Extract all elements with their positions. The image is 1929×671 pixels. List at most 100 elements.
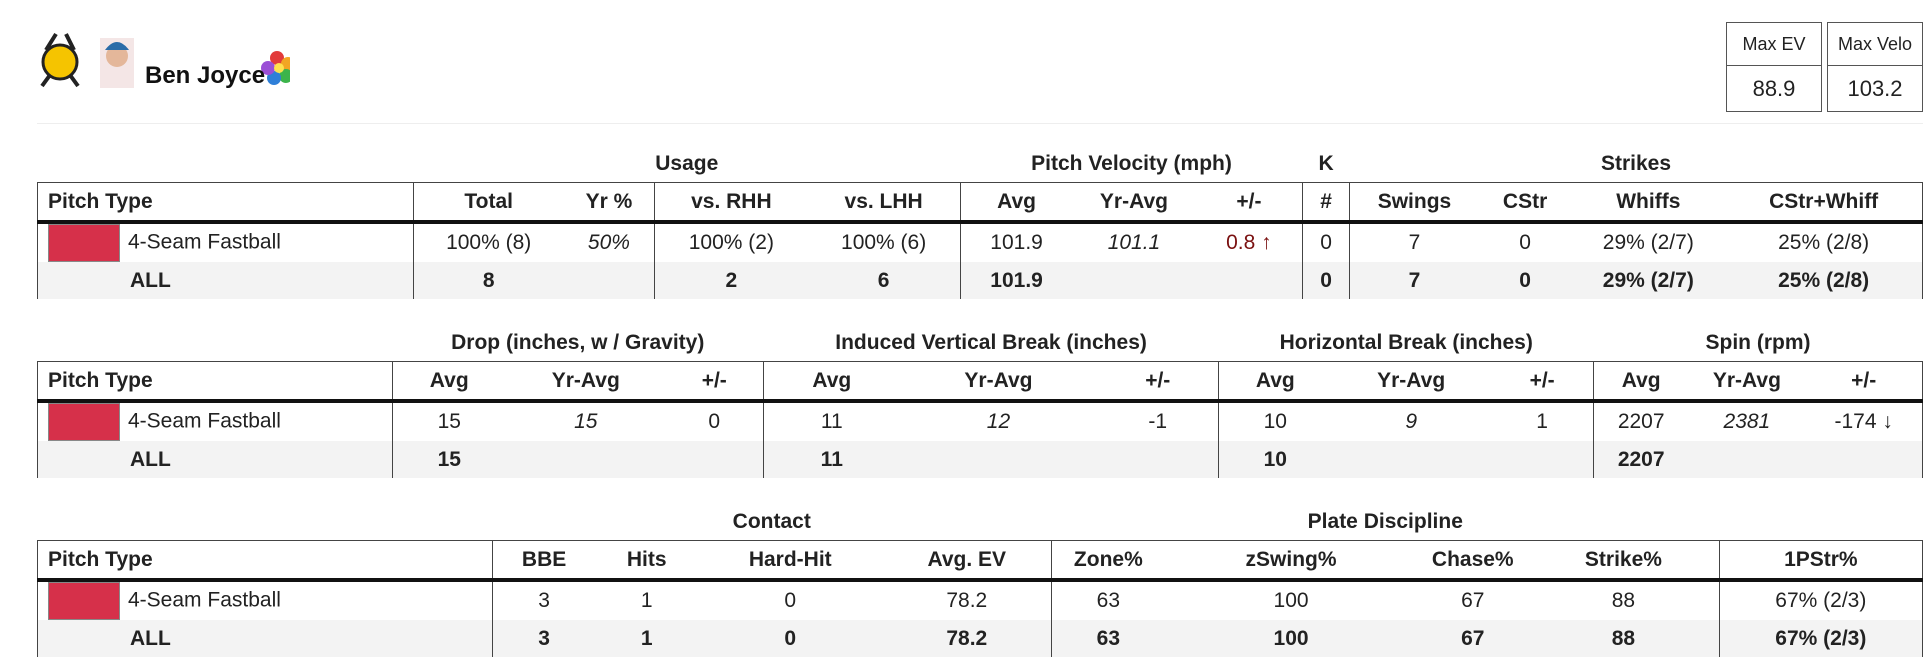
cell: 100% (6) [808,222,961,262]
column-header: Pitch Type [37,540,493,582]
cell: 15 [391,401,506,441]
cell-text: 101.9 [990,268,1043,292]
cell-text: 0 [1519,231,1531,254]
pitch-name: ALL [37,620,493,657]
stats-table: Contact Plate Discipline Pitch Type BBE Hits… [37,503,1924,657]
cell: 67 [1417,620,1529,657]
cell [1195,262,1303,299]
data-row: 4-Seam Fastball 100% (8) 50% 100% (2) 100% (… [37,222,1924,262]
cell [1805,441,1924,478]
cell: 7 [1349,222,1479,262]
column-header: Swings [1349,182,1479,224]
cell-text: 3 [538,589,550,612]
column-header: 1PStr% [1718,540,1924,582]
cell-text: ALL [130,268,171,292]
cell-text: 7 [1408,231,1421,254]
cell: 29% (2/7) [1571,222,1725,262]
cell-text: 9 [1405,410,1418,433]
cell: 100% (2) [654,222,808,262]
cell-text: 0 [1320,231,1332,254]
cell-text: ALL [130,626,171,650]
column-header: BBE [491,540,596,582]
group-header: Horizontal Break (inches) [1279,330,1533,354]
cell: 12 [900,401,1097,441]
cell: 0 [1302,262,1350,299]
cell-text: 88 [1611,589,1636,612]
stats-table: Usage Pitch Velocity (mph) K Strikes Pitch T… [37,145,1924,299]
column-header: CStr [1478,182,1572,224]
cell-text: 0.8 ↑ [1226,231,1272,254]
column-header: Pitch Type [37,361,393,403]
column-header: Yr % [563,182,655,224]
column-header: Chase% [1417,540,1529,582]
cell-text: 15 [437,447,461,471]
group-header: Pitch Velocity (mph) [1031,151,1232,175]
group-row: Contact Plate Discipline [38,503,1923,541]
cell-text: 15 [574,410,598,433]
stat-label: Max Velo [1828,23,1922,66]
header-row: Pitch Type Total Yr % vs. RHH vs. LHH Avg Yr-A… [37,182,1924,224]
cell-text: 2207 [1617,447,1665,471]
column-header: +/- [1491,361,1594,403]
column-header: Hard-Hit [697,540,883,582]
cell-text: 0 [1320,268,1332,292]
cell [1688,441,1806,478]
cell: -174 ↓ [1805,401,1924,441]
cell: 3 [491,620,596,657]
team-logo [40,32,80,88]
pitch-swatch [48,403,120,441]
cell: 25% (2/8) [1725,262,1924,299]
cell-text: -1 [1148,410,1168,433]
cell-text: 67 [1461,589,1485,612]
pitch-name: 4-Seam Fastball [37,222,414,262]
cell-text: 88 [1611,626,1636,650]
cell-text: 78.2 [946,589,988,612]
pitch-swatch [48,224,120,262]
cell-text: 78.2 [946,626,988,650]
cell: 1 [1491,401,1593,441]
cell-text: 15 [437,410,461,433]
cell-text: 10 [1263,410,1287,433]
group-header: Strikes [1601,151,1672,175]
cell-text: 100% (6) [841,231,927,254]
cell-text: 6 [877,268,890,292]
group-row: Usage Pitch Velocity (mph) K Strikes [38,145,1923,183]
cell-text: 4-Seam Fastball [128,409,281,433]
cell: 101.9 [959,222,1073,262]
cell-text: 0 [784,589,797,612]
cell: 7 [1349,262,1479,299]
data-row: ALL 15 11 10 2207 [37,441,1924,478]
column-header: Hits [595,540,698,582]
column-header: zSwing% [1164,540,1418,582]
group-header: Induced Vertical Break (inches) [835,330,1147,354]
cell: 2207 [1593,441,1689,478]
group-header [38,324,393,362]
stat-box: Max EV 88.9 [1726,22,1822,112]
cell-text: 11 [820,447,843,471]
cell: 0 [1478,262,1572,299]
group-row: Drop (inches, w / Gravity) Induced Vertic… [38,324,1923,362]
group-header [1719,503,1922,541]
group-header: Spin (rpm) [1705,330,1811,354]
cell-text: 25% (2/8) [1778,268,1870,292]
column-header: Whiffs [1571,182,1726,224]
column-header: # [1302,182,1350,224]
divider [37,123,1923,124]
cell: 67% (2/3) [1718,620,1924,657]
column-header: Pitch Type [37,182,414,224]
cell: 15 [506,401,666,441]
cell: 9 [1331,401,1491,441]
pitch-name: 4-Seam Fastball [37,401,393,441]
column-header: Yr-Avg [1072,182,1196,224]
cell: 2381 [1688,401,1805,441]
cell: 0 [1479,222,1571,262]
cell: 1 [596,580,698,620]
stats-table: Drop (inches, w / Gravity) Induced Vertic… [37,324,1924,478]
cell [1097,441,1219,478]
cell: 3 [491,580,596,620]
cell-text: 8 [482,268,495,292]
cell [665,441,764,478]
cell-text: 101.1 [1107,231,1161,254]
cell-text: 100% (2) [688,231,774,254]
